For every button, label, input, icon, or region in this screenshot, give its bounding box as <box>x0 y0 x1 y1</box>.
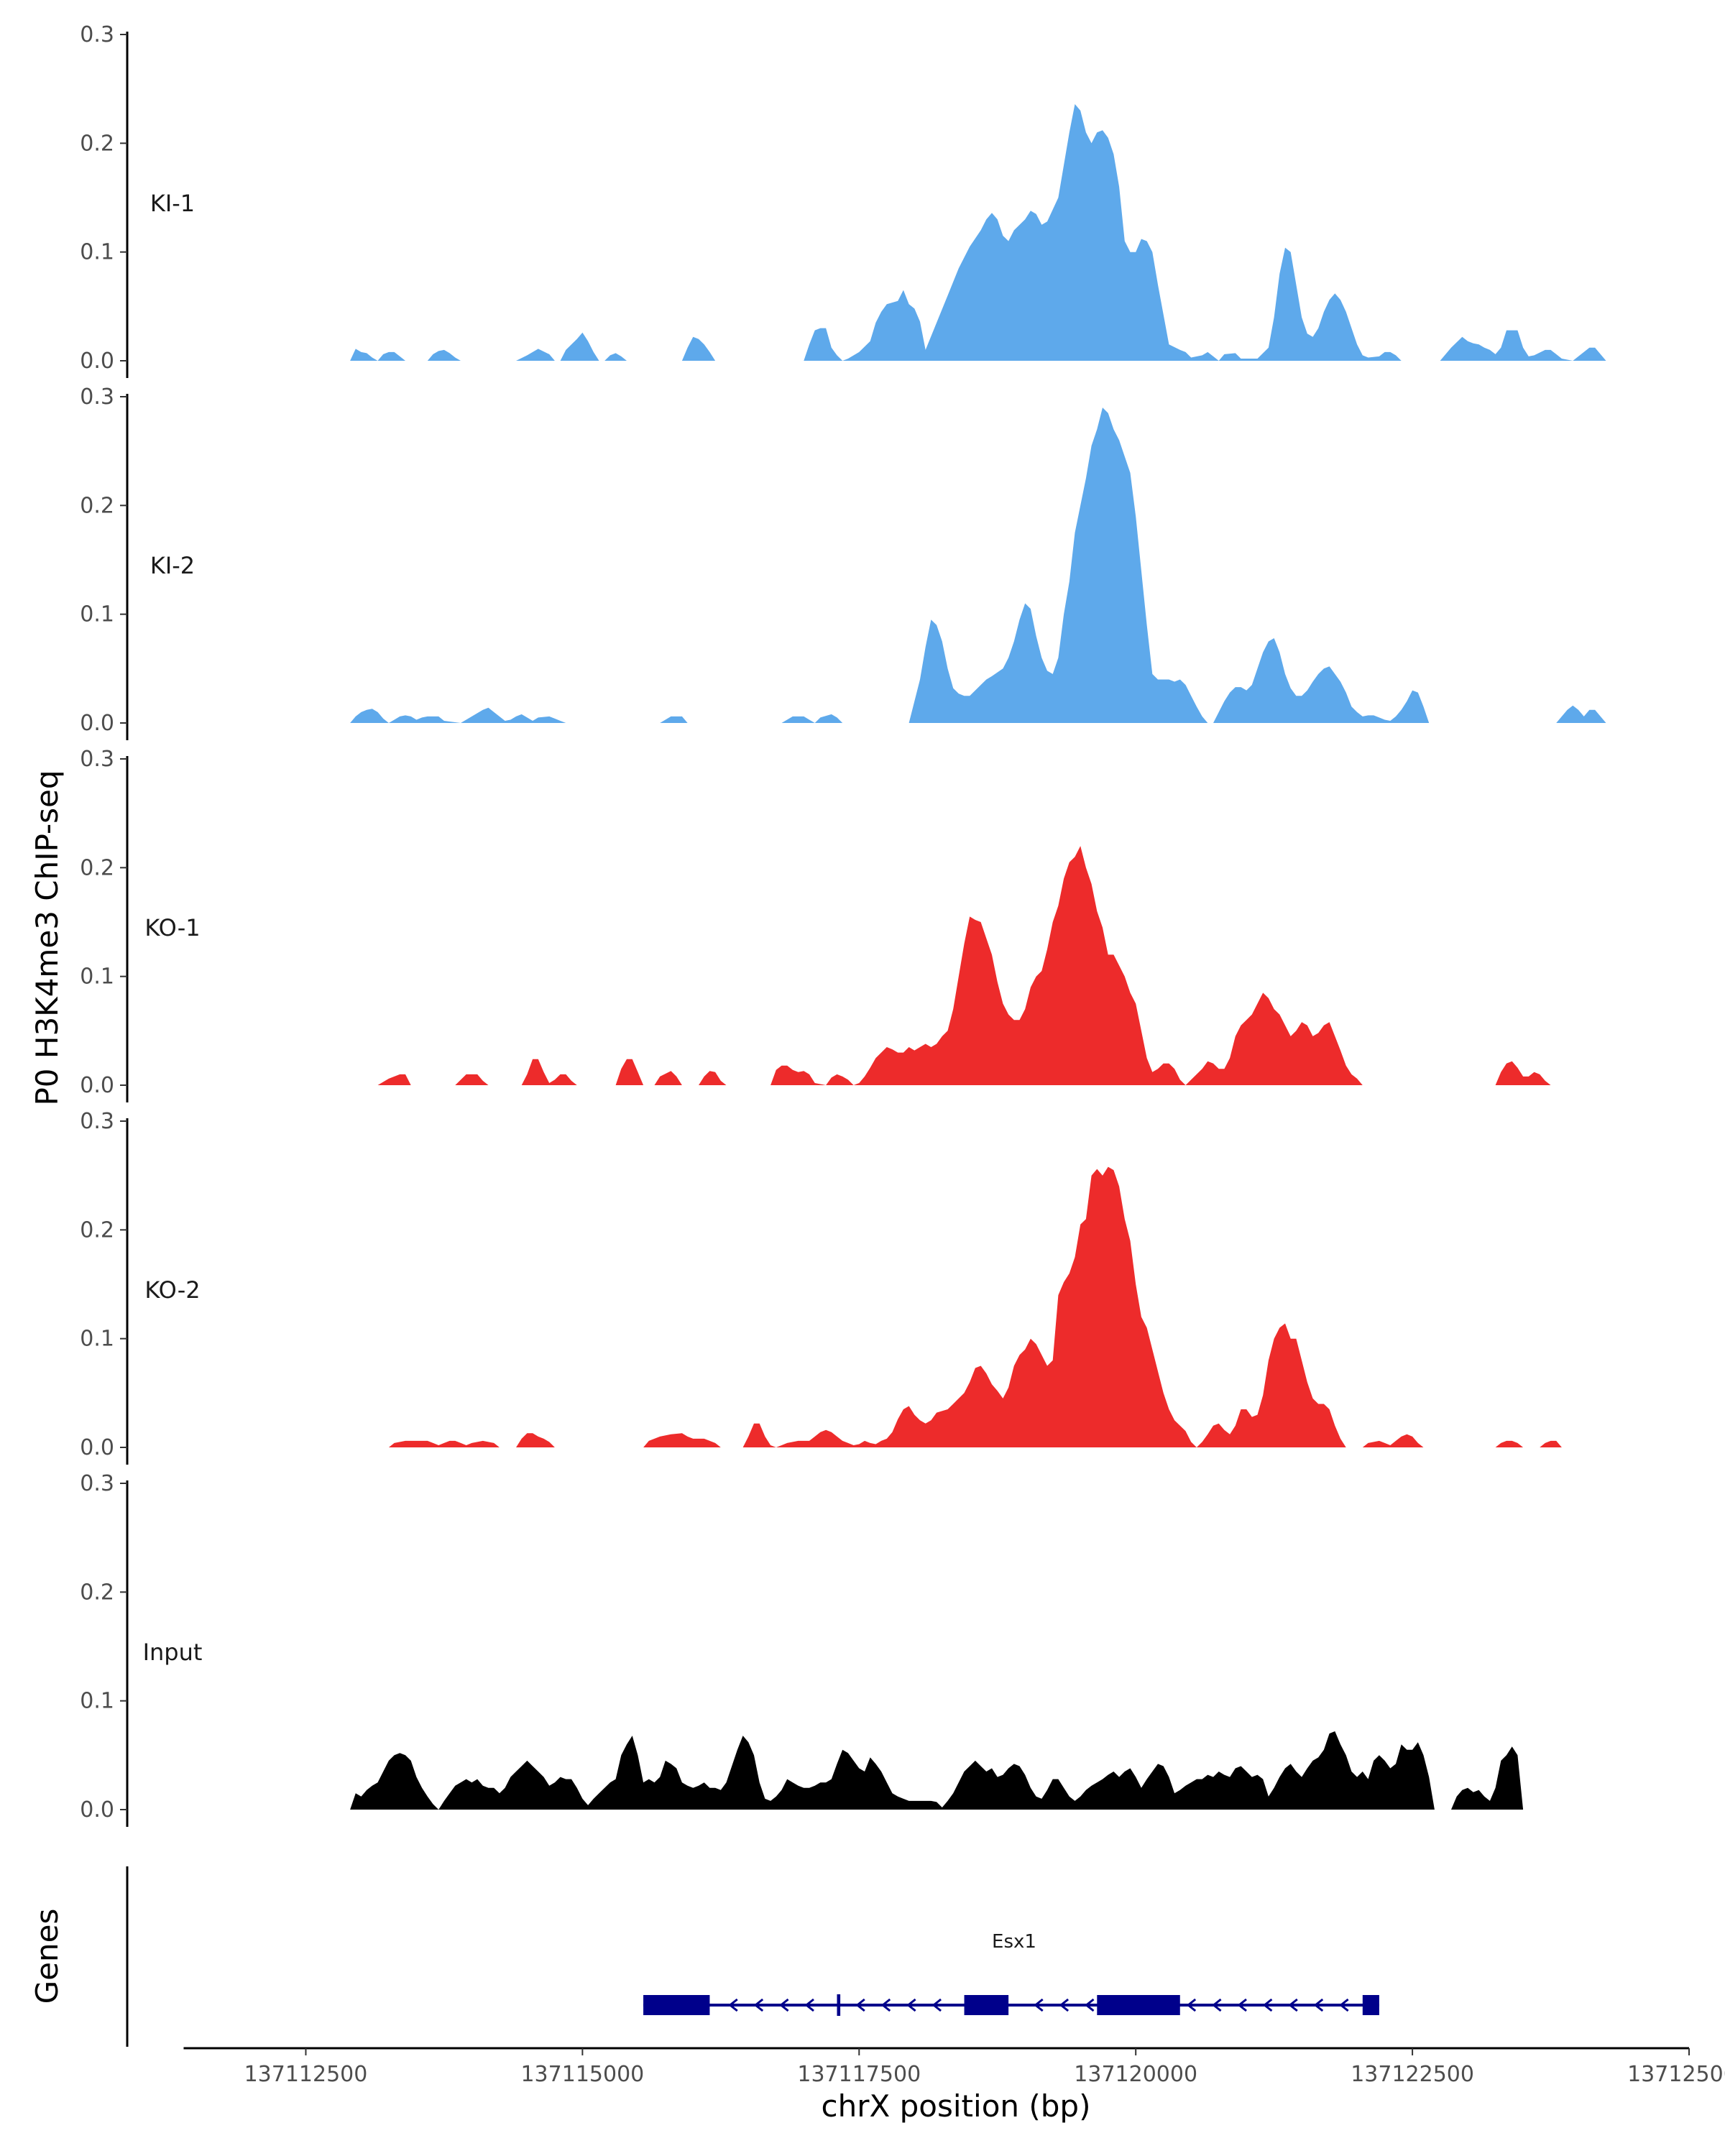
strand-arrow <box>728 1998 738 2012</box>
y-tick-label: 0.0 <box>80 711 114 736</box>
strand-arrow <box>779 1998 789 2012</box>
strand-arrow <box>1339 1998 1349 2012</box>
track-ki-2: 0.0 0.1 0.2 0.3 KI-2 <box>80 384 1606 740</box>
track-ki-1: 0.0 0.1 0.2 0.3 KI-1 <box>80 22 1606 378</box>
track-label: KI-1 <box>150 190 195 217</box>
y-tick-label: 0.0 <box>80 349 114 374</box>
x-tick-label: 137115000 <box>520 2062 644 2087</box>
y-tick-label: 0.2 <box>80 855 114 880</box>
genes-axis-title: Genes <box>29 1909 65 2004</box>
strand-arrow <box>1085 1998 1095 2012</box>
strand-arrow <box>1034 1998 1044 2012</box>
strand-arrow <box>880 1998 891 2012</box>
gene-panel: Esx1 <box>126 1866 1379 2047</box>
y-tick-label: 0.1 <box>80 602 114 627</box>
x-axis-title: chrX position (bp) <box>822 2088 1091 2124</box>
y-tick-label: 0.1 <box>80 240 114 265</box>
coverage-area <box>377 846 1551 1085</box>
y-tick-label: 0.0 <box>80 1797 114 1823</box>
strand-arrow <box>1186 1998 1197 2012</box>
y-tick-label: 0.1 <box>80 1689 114 1714</box>
y-tick-label: 0.3 <box>80 22 114 47</box>
gene-exon <box>837 1994 841 2016</box>
track-ko-1: 0.0 0.1 0.2 0.3 KO-1 <box>80 747 1551 1102</box>
strand-arrow <box>753 1998 764 2012</box>
y-tick-label: 0.2 <box>80 131 114 156</box>
x-tick-label: 137122500 <box>1351 2062 1474 2087</box>
strand-arrow <box>932 1998 942 2012</box>
y-tick-label: 0.3 <box>80 1109 114 1134</box>
strand-arrow <box>1212 1998 1222 2012</box>
y-axis-title: P0 H3K4me3 ChIP-seq <box>29 770 65 1105</box>
gene-exon <box>1097 1995 1180 2015</box>
coverage-area <box>388 1166 1562 1447</box>
coverage-area <box>350 1731 1524 1810</box>
strand-arrow <box>1237 1998 1247 2012</box>
x-tick-label: 137125000 <box>1627 2062 1725 2087</box>
x-tick-label: 137120000 <box>1074 2062 1197 2087</box>
y-tick-label: 0.2 <box>80 1217 114 1243</box>
strand-arrow <box>1059 1998 1070 2012</box>
y-tick-label: 0.3 <box>80 747 114 772</box>
gene-exon <box>1362 1995 1379 2015</box>
x-tick-label: 137112500 <box>244 2062 368 2087</box>
gene-name-label: Esx1 <box>992 1931 1036 1953</box>
strand-arrow <box>855 1998 865 2012</box>
y-tick-label: 0.0 <box>80 1435 114 1460</box>
strand-arrow <box>1313 1998 1324 2012</box>
track-label: Input <box>143 1639 203 1666</box>
coverage-area <box>350 407 1606 723</box>
gene-exon <box>643 1995 710 2015</box>
strand-arrow <box>804 1998 814 2012</box>
y-tick-label: 0.2 <box>80 493 114 518</box>
y-tick-label: 0.3 <box>80 1471 114 1496</box>
gene-exon <box>964 1995 1009 2015</box>
y-tick-label: 0.3 <box>80 384 114 410</box>
tracks-group: 0.00.10.20.3KI-10.00.10.20.3KI-20.00.10.… <box>80 22 1606 1827</box>
x-axis: 137112500 137115000 137117500 137120000 1371… <box>183 2047 1725 2087</box>
strand-arrow <box>1262 1998 1273 2012</box>
track-label: KI-2 <box>150 552 195 579</box>
strand-arrow <box>906 1998 916 2012</box>
track-ko-2: 0.0 0.1 0.2 0.3 KO-2 <box>80 1109 1562 1465</box>
x-tick-label: 137117500 <box>797 2062 921 2087</box>
coverage-area <box>350 103 1606 361</box>
track-label: KO-2 <box>144 1276 200 1304</box>
track-input: 0.0 0.1 0.2 0.3 Input <box>80 1471 1524 1827</box>
y-tick-label: 0.1 <box>80 964 114 990</box>
strand-arrow <box>1288 1998 1298 2012</box>
track-label: KO-1 <box>144 914 200 941</box>
y-tick-label: 0.2 <box>80 1580 114 1605</box>
y-tick-label: 0.0 <box>80 1073 114 1098</box>
y-tick-label: 0.1 <box>80 1327 114 1352</box>
